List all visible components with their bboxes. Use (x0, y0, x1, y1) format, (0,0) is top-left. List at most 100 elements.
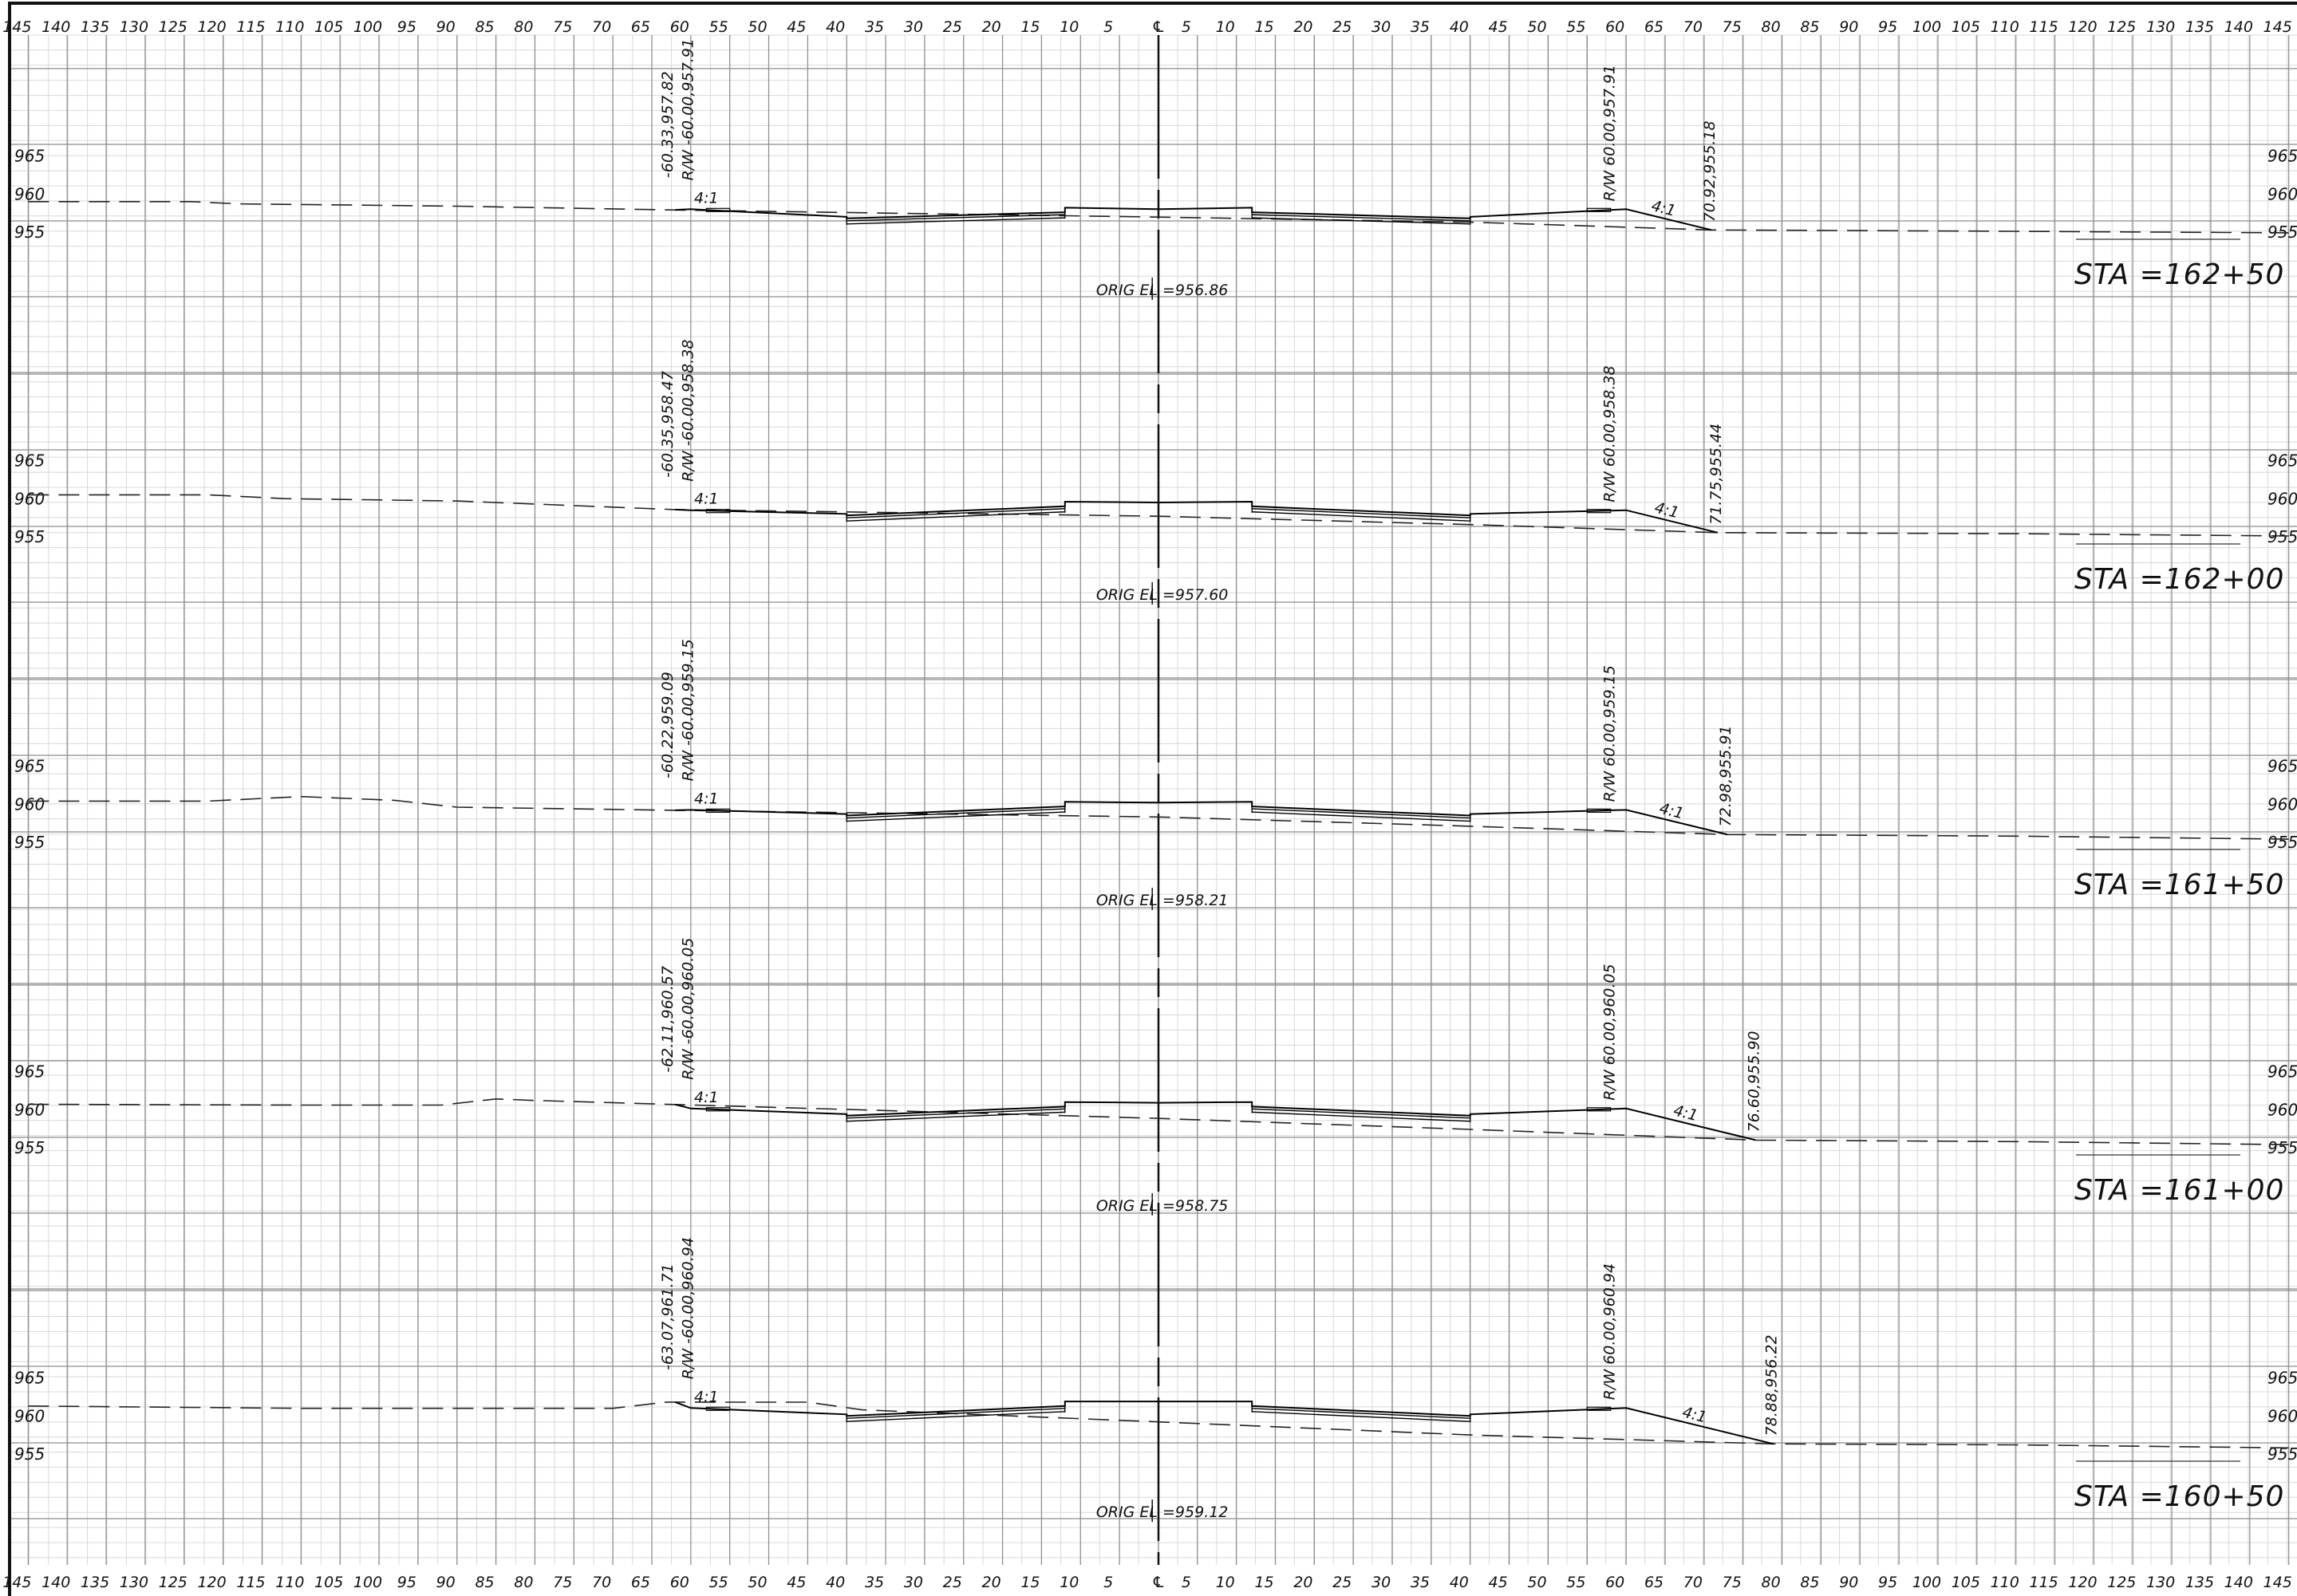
top-offset-label: 10 (1060, 18, 1079, 36)
elevation-label-right: 955 (2267, 1138, 2297, 1157)
right-catch-label: 71.75,955.44 (1707, 424, 1725, 525)
bottom-offset-label: 145 (2, 1574, 31, 1591)
right-catch-label: 76.60,955.90 (1745, 1031, 1762, 1132)
top-offset-label: 50 (1527, 18, 1546, 36)
proposed-template (674, 1401, 1774, 1445)
top-offset-label: 20 (982, 18, 1001, 36)
top-offset-label: 125 (2107, 18, 2136, 36)
pavement-layer (847, 808, 1065, 819)
pavement-layer (847, 214, 1065, 222)
bottom-offset-label: 135 (81, 1574, 109, 1591)
elevation-label-right: 960 (2267, 794, 2297, 814)
bottom-offset-label: 135 (2185, 1574, 2214, 1591)
pavement-layer (1252, 508, 1470, 518)
top-offset-label: 95 (397, 18, 416, 36)
bottom-offset-label: 20 (982, 1574, 1001, 1591)
bottom-offset-label: 45 (1489, 1574, 1508, 1591)
right-rw-label: R/W 60.00,958.38 (1601, 365, 1619, 502)
bottom-offset-label: 75 (1723, 1574, 1742, 1591)
top-offset-label: 140 (41, 18, 70, 36)
bottom-offset-label: 100 (1912, 1574, 1941, 1591)
top-offset-label: ℄ (1151, 18, 1165, 36)
top-offset-label: 120 (197, 18, 226, 36)
pavement-layer (847, 811, 1065, 822)
elevation-label-right: 965 (2267, 1062, 2297, 1082)
right-catch-label: 72.98,955.91 (1717, 725, 1735, 826)
bottom-offset-label: 115 (236, 1574, 265, 1591)
bottom-offset-label: 110 (275, 1574, 304, 1591)
bottom-offset-label: 50 (748, 1574, 767, 1591)
top-offset-label: 130 (120, 18, 148, 36)
top-offset-label: 90 (1839, 18, 1858, 36)
station-label: STA =162+50 (2074, 258, 2284, 291)
top-offset-label: 100 (1912, 18, 1941, 36)
bottom-offset-label: 125 (159, 1574, 187, 1591)
left-catch-label: -60.33,957.82 (659, 71, 677, 178)
shoulder-pad (705, 207, 731, 212)
left-catch-label: -60.22,959.09 (659, 672, 677, 778)
top-offset-label: 110 (1991, 18, 2019, 36)
bottom-offset-label: 40 (1450, 1574, 1469, 1591)
bottom-offset-label: 50 (1527, 1574, 1546, 1591)
bottom-offset-label: 5 (1103, 1574, 1113, 1591)
top-offset-label: 115 (2029, 18, 2058, 36)
top-offset-label: 60 (670, 18, 689, 36)
bottom-offset-label: 95 (1878, 1574, 1897, 1591)
bottom-offset-label: 85 (1800, 1574, 1819, 1591)
cross-sections: 965 965 960 960 955 955 -60.33,957.82 R/W -60.0… (14, 38, 2297, 1522)
shoulder-pad (1586, 1406, 1612, 1411)
proposed-template (675, 801, 1728, 836)
bottom-offset-label: 80 (514, 1574, 533, 1591)
elevation-label-right: 965 (2267, 757, 2297, 776)
bottom-offset-label: 90 (436, 1574, 456, 1591)
top-offset-label: 30 (904, 18, 923, 36)
orig-el-label: ORIG EL =959.12 (1096, 1503, 1229, 1521)
elevation-label-left: 955 (14, 1444, 45, 1464)
bottom-offset-label: 105 (314, 1574, 343, 1591)
top-offset-label: 5 (1182, 18, 1191, 36)
drawing-grid (9, 34, 2297, 1565)
top-offset-label: 75 (553, 18, 572, 36)
bottom-offset-label: 70 (592, 1574, 611, 1591)
bottom-offset-label: 25 (1332, 1574, 1352, 1591)
top-offset-label: 60 (1605, 18, 1624, 36)
bottom-offset-label: 140 (41, 1574, 70, 1591)
top-offset-label: 35 (865, 18, 884, 36)
top-offset-label: 120 (2068, 18, 2097, 36)
bottom-offset-label: 145 (2263, 1574, 2292, 1591)
left-rw-label: R/W -60.00,957.91 (680, 38, 697, 180)
top-offset-label: 20 (1293, 18, 1312, 36)
bottom-offset-label: 125 (2107, 1574, 2136, 1591)
top-offset-label: 135 (2185, 18, 2214, 36)
bottom-offset-label: 5 (1182, 1574, 1191, 1591)
top-offset-label: 140 (2224, 18, 2253, 36)
right-catch-label: 78.88,956.22 (1763, 1334, 1781, 1436)
bottom-offset-label: 10 (1216, 1574, 1235, 1591)
top-offset-label: 5 (1103, 18, 1113, 36)
left-slope-label: 4:1 (694, 1089, 719, 1106)
shoulder-pad (1586, 207, 1612, 212)
elevation-label-right: 955 (2267, 833, 2297, 852)
station-label: STA =161+50 (2074, 869, 2284, 901)
elevation-label-left: 965 (14, 451, 45, 471)
bottom-offset-label: 60 (1605, 1574, 1624, 1591)
right-rw-label: R/W 60.00,957.91 (1601, 65, 1619, 201)
pavement-layer (1252, 1411, 1470, 1422)
bottom-offset-label: 30 (904, 1574, 923, 1591)
top-offset-label: 130 (2146, 18, 2175, 36)
shoulder-pad (1586, 1107, 1612, 1112)
shoulder-pad (705, 1107, 731, 1112)
bottom-offset-label: 55 (709, 1574, 728, 1591)
elevation-label-left: 960 (14, 184, 45, 203)
top-offset-label: 80 (1762, 18, 1781, 36)
left-slope-label: 4:1 (694, 1388, 719, 1405)
elevation-label-right: 965 (2267, 147, 2297, 166)
proposed-template (675, 500, 1719, 534)
bottom-offset-label: 105 (1952, 1574, 1980, 1591)
top-offset-label: 15 (1020, 18, 1040, 36)
elevation-label-left: 955 (14, 223, 45, 242)
bottom-offset-label: 95 (397, 1574, 416, 1591)
right-catch-label: 70.92,955.18 (1701, 120, 1719, 222)
elevation-label-left: 955 (14, 527, 45, 546)
